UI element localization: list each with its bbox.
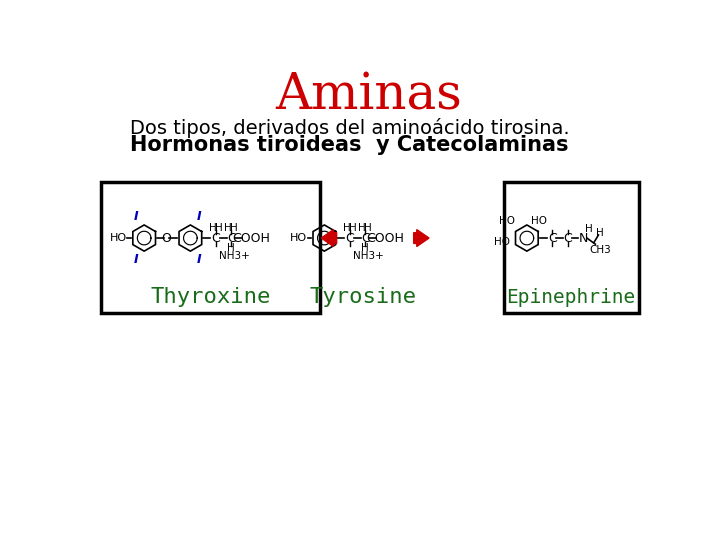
Text: H: H <box>585 224 593 234</box>
Text: Epinephrine: Epinephrine <box>506 288 636 307</box>
Text: C: C <box>227 232 235 245</box>
FancyArrow shape <box>321 230 337 247</box>
Text: H: H <box>224 223 232 233</box>
Text: Aminas: Aminas <box>276 71 462 120</box>
Text: I: I <box>133 210 138 222</box>
FancyArrow shape <box>414 230 429 247</box>
Text: C: C <box>563 232 572 245</box>
Text: H: H <box>596 228 604 239</box>
Text: COOH: COOH <box>233 232 270 245</box>
Text: CH3: CH3 <box>589 245 611 254</box>
Text: C: C <box>346 232 354 245</box>
Text: H: H <box>209 223 217 233</box>
Text: H: H <box>364 223 372 233</box>
Text: H: H <box>343 223 351 233</box>
Text: HO: HO <box>290 233 307 243</box>
Text: O: O <box>161 232 171 245</box>
Text: H: H <box>358 223 366 233</box>
Text: HO: HO <box>498 216 515 226</box>
Text: C: C <box>212 232 220 245</box>
Text: H: H <box>361 243 369 253</box>
Text: H: H <box>230 223 238 233</box>
Text: N: N <box>578 232 588 245</box>
Text: COOH: COOH <box>366 232 404 245</box>
Text: HO: HO <box>531 216 547 226</box>
Text: HO: HO <box>494 237 510 247</box>
Text: HO: HO <box>110 233 127 243</box>
Text: C: C <box>361 232 369 245</box>
Text: Tyrosine: Tyrosine <box>310 287 416 307</box>
Text: I: I <box>197 253 201 266</box>
Text: Dos tipos, derivados del aminoácido tirosina.: Dos tipos, derivados del aminoácido tiro… <box>130 118 570 138</box>
Text: Thyroxine: Thyroxine <box>150 287 271 307</box>
Text: H: H <box>349 223 356 233</box>
Bar <box>504 182 639 313</box>
Text: Hormonas tiroideas  y Catecolaminas: Hormonas tiroideas y Catecolaminas <box>130 135 569 155</box>
Text: NH3+: NH3+ <box>219 251 250 261</box>
Text: NH3+: NH3+ <box>353 251 384 261</box>
Text: I: I <box>197 210 201 222</box>
Text: C: C <box>548 232 557 245</box>
Text: I: I <box>133 253 138 266</box>
Bar <box>101 182 320 313</box>
Text: H: H <box>228 243 235 253</box>
Text: H: H <box>215 223 222 233</box>
